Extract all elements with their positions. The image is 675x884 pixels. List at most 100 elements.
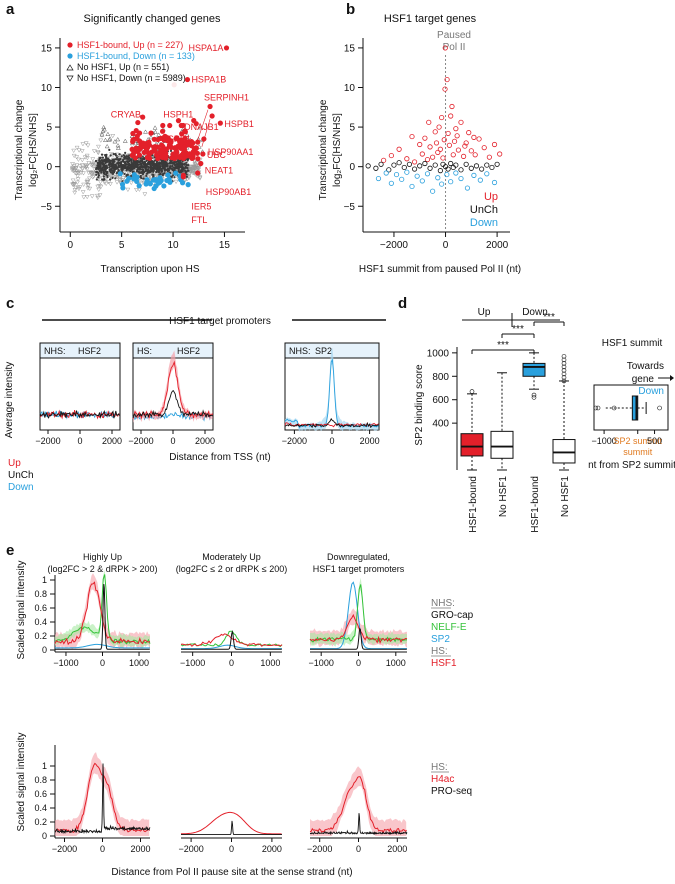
point-down — [439, 181, 445, 187]
no-hsf1-point — [117, 169, 120, 172]
hsf1-up-point — [163, 134, 169, 140]
no-hsf1-down-point — [91, 164, 97, 169]
panel-e-bottom-y-tick-label: 0.2 — [34, 817, 47, 827]
no-hsf1-point — [147, 171, 150, 174]
no-hsf1-point — [102, 178, 105, 181]
point-up — [497, 151, 503, 157]
panel-c-x-tick-label: 0 — [329, 436, 334, 446]
no-hsf1-point — [118, 153, 121, 156]
hsf1-up-point — [151, 144, 157, 150]
no-hsf1-down-point — [70, 182, 76, 187]
point-unch — [437, 168, 443, 174]
panel-c-factor-1: HSF2 — [177, 346, 200, 356]
panel-e-h4ac-line — [181, 811, 282, 835]
no-hsf1-point — [113, 169, 116, 172]
no-hsf1-down-point — [80, 190, 86, 195]
no-hsf1-point — [160, 161, 163, 164]
no-hsf1-point — [183, 169, 187, 172]
inset-x-tick-label-1: SP2 summit — [613, 436, 662, 446]
no-hsf1-down-point — [91, 174, 97, 179]
point-up — [422, 135, 428, 141]
no-hsf1-down-point — [83, 165, 89, 170]
no-hsf1-up-point — [115, 136, 121, 142]
panel-e-bottom-x-tick-label: −2000 — [307, 844, 332, 854]
panel-e-top-x-tick-label: 0 — [356, 658, 361, 668]
no-hsf1-point — [94, 159, 98, 163]
point-down — [404, 169, 410, 175]
no-hsf1-point — [101, 159, 104, 162]
no-hsf1-point — [187, 164, 190, 167]
no-hsf1-up-point — [148, 134, 154, 140]
no-hsf1-point — [148, 169, 151, 172]
no-hsf1-point — [124, 151, 127, 155]
no-hsf1-point — [146, 168, 149, 172]
no-hsf1-down-point — [77, 164, 83, 169]
no-hsf1-point — [155, 168, 158, 171]
no-hsf1-point — [142, 177, 145, 180]
no-hsf1-point — [138, 165, 142, 168]
panel-e-nelfe-line — [54, 574, 151, 645]
panel-e-nelfe-line — [309, 584, 407, 643]
no-hsf1-down-point — [88, 171, 94, 176]
no-hsf1-down-point — [196, 167, 201, 173]
labeled-gene-point — [195, 170, 201, 176]
no-hsf1-point — [98, 159, 101, 162]
panel-e-grocap-line — [55, 584, 150, 650]
no-hsf1-point — [166, 162, 169, 166]
no-hsf1-point — [145, 159, 148, 163]
no-hsf1-point — [186, 166, 189, 169]
no-hsf1-down-point — [81, 195, 87, 200]
panel-c-factor-2: SP2 — [315, 346, 332, 356]
no-hsf1-up-point — [115, 154, 120, 159]
panel-e-bottom-x-tick-label: 2000 — [387, 844, 407, 854]
panel-e-top-x-tick-label: −1000 — [53, 658, 78, 668]
no-hsf1-down-point — [73, 166, 79, 172]
no-hsf1-point — [160, 168, 163, 171]
no-hsf1-up-point — [103, 137, 108, 142]
no-hsf1-down-point — [95, 195, 101, 201]
point-up — [430, 154, 436, 160]
point-up — [471, 134, 477, 140]
panel-d-y-tick-label: 800 — [432, 372, 449, 383]
point-up — [458, 119, 464, 125]
panel-a-x-tick-label: 15 — [219, 240, 231, 251]
point-unch — [473, 163, 480, 169]
point-up — [445, 130, 451, 137]
no-hsf1-point — [121, 180, 124, 183]
gene-label-neat1: NEAT1 — [205, 166, 233, 176]
point-unch — [391, 162, 397, 168]
no-hsf1-point — [100, 171, 103, 174]
panel-e-proseq-line — [54, 763, 151, 835]
no-hsf1-down-point — [76, 157, 81, 162]
point-down — [399, 176, 405, 182]
no-hsf1-down-point — [96, 144, 101, 150]
panel-b-x-tick-label: −2000 — [380, 240, 409, 251]
hsf1-down-point — [173, 170, 179, 176]
no-hsf1-point — [138, 171, 141, 174]
no-hsf1-point — [139, 174, 142, 178]
no-hsf1-point — [162, 165, 166, 168]
gene-leader-line — [196, 109, 209, 144]
sig-stars-0: *** — [497, 340, 509, 351]
hsf1-up-point — [167, 122, 173, 129]
no-hsf1-point — [119, 157, 122, 161]
panel-e-grocap-line — [181, 629, 282, 650]
panel-c-line-blue — [284, 358, 379, 429]
point-unch — [448, 160, 454, 167]
point-down — [383, 170, 389, 176]
no-hsf1-point — [125, 167, 128, 170]
inset-box — [631, 395, 639, 421]
no-hsf1-point — [104, 154, 107, 157]
hsf1-up-point — [136, 152, 143, 158]
panel-a-title: Significantly changed genes — [84, 13, 221, 25]
no-hsf1-point — [110, 167, 113, 171]
labeled-gene-point — [182, 129, 188, 135]
no-hsf1-point — [163, 167, 166, 171]
no-hsf1-point — [125, 160, 128, 163]
hsf1-up-point — [175, 144, 182, 150]
no-hsf1-down-point — [85, 186, 91, 191]
no-hsf1-down-point — [117, 178, 123, 183]
no-hsf1-point — [99, 166, 102, 169]
hsf1-up-point — [165, 138, 171, 144]
gene-leader-line — [201, 119, 211, 147]
